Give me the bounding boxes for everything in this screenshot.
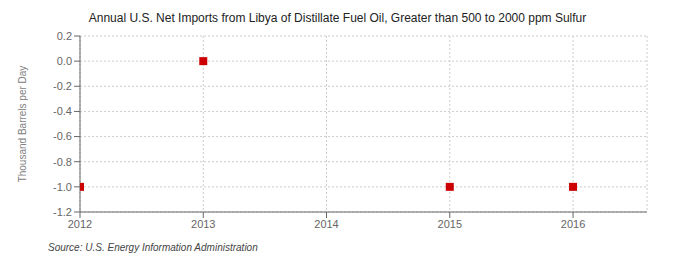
svg-text:2015: 2015 [438,218,462,230]
svg-text:2013: 2013 [191,218,215,230]
svg-text:-0.6: -0.6 [53,130,72,142]
svg-text:-0.2: -0.2 [53,80,72,92]
svg-text:-0.8: -0.8 [53,156,72,168]
svg-text:-0.4: -0.4 [53,105,72,117]
svg-text:-1.0: -1.0 [53,181,72,193]
svg-text:2012: 2012 [68,218,92,230]
svg-text:-1.2: -1.2 [53,206,72,218]
svg-text:2016: 2016 [561,218,585,230]
svg-text:0.2: 0.2 [57,30,72,42]
html-text:Source: U.S. Energy Informatio: Source: U.S. Energy Information Administ… [48,242,258,253]
svg-text:Thousand Barrels per Day: Thousand Barrels per Day [17,66,28,183]
svg-text:0.0: 0.0 [57,55,72,67]
svg-text:2014: 2014 [314,218,338,230]
html-text:Annual U.S. Net Imports from L: Annual U.S. Net Imports from Libya of Di… [88,11,587,25]
